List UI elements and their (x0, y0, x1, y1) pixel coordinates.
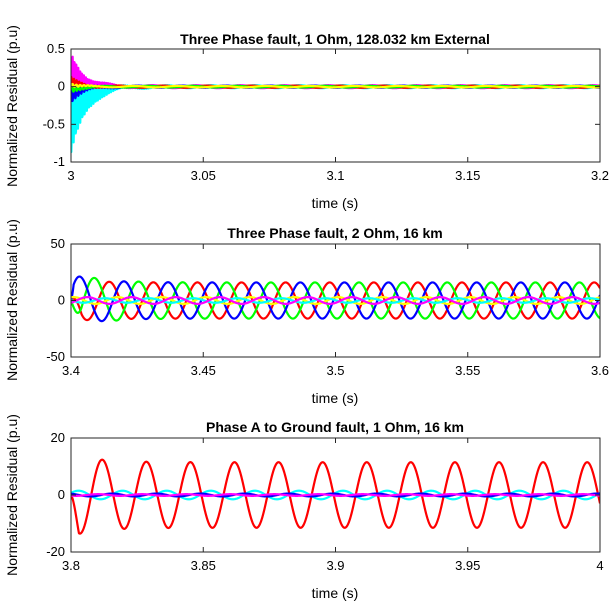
subplot-3: Phase A to Ground fault, 1 Ohm, 16 km 3.… (4, 414, 604, 601)
x-tick-label: 3.05 (191, 168, 216, 183)
y-tick-label: 0 (58, 487, 65, 502)
y-tick-label: -20 (46, 544, 65, 559)
subplot-1: Three Phase fault, 1 Ohm, 128.032 km Ext… (4, 25, 609, 211)
subplot-3-title: Phase A to Ground fault, 1 Ohm, 16 km (206, 419, 464, 435)
subplot-3-ylabel: Normalized Residual (p.u) (4, 414, 20, 576)
x-tick-label: 3.95 (455, 558, 480, 573)
x-tick-label: 3.45 (191, 363, 216, 378)
x-tick-label: 3.1 (326, 168, 344, 183)
subplot-3-series (71, 460, 600, 534)
x-tick-label: 3.8 (62, 558, 80, 573)
x-tick-label: 4 (596, 558, 603, 573)
subplot-1-title: Three Phase fault, 1 Ohm, 128.032 km Ext… (180, 31, 490, 47)
y-tick-label: 50 (51, 236, 65, 251)
subplot-2-series (71, 277, 600, 322)
x-tick-label: 3.85 (191, 558, 216, 573)
y-tick-label: 0 (58, 79, 65, 94)
y-tick-label: 0.5 (47, 41, 65, 56)
subplot-2-xlabel: time (s) (312, 390, 359, 406)
subplot-1-series (71, 57, 600, 152)
x-tick-label: 3.4 (62, 363, 80, 378)
y-tick-label: -50 (46, 349, 65, 364)
x-tick-label: 3.55 (455, 363, 480, 378)
x-tick-label: 3.15 (455, 168, 480, 183)
x-tick-label: 3.2 (591, 168, 609, 183)
y-tick-label: 20 (51, 430, 65, 445)
x-tick-label: 3 (67, 168, 74, 183)
subplot-1-ylabel: Normalized Residual (p.u) (4, 25, 20, 187)
series-line-0 (71, 85, 600, 152)
subplot-3-xlabel: time (s) (312, 585, 359, 601)
y-tick-label: -1 (53, 154, 65, 169)
subplot-1-axes-box (71, 49, 600, 162)
x-tick-label: 3.5 (326, 363, 344, 378)
subplot-2: Three Phase fault, 2 Ohm, 16 km 3.4 3.45 3… (4, 219, 609, 406)
series-line-1 (71, 57, 600, 88)
subplot-1-xlabel: time (s) (312, 195, 359, 211)
subplot-2-ylabel: Normalized Residual (p.u) (4, 219, 20, 381)
y-tick-label: -0.5 (43, 116, 65, 131)
y-tick-label: 0 (58, 293, 65, 308)
subplot-2-title: Three Phase fault, 2 Ohm, 16 km (227, 225, 443, 241)
x-tick-label: 3.6 (591, 363, 609, 378)
x-tick-label: 3.9 (326, 558, 344, 573)
